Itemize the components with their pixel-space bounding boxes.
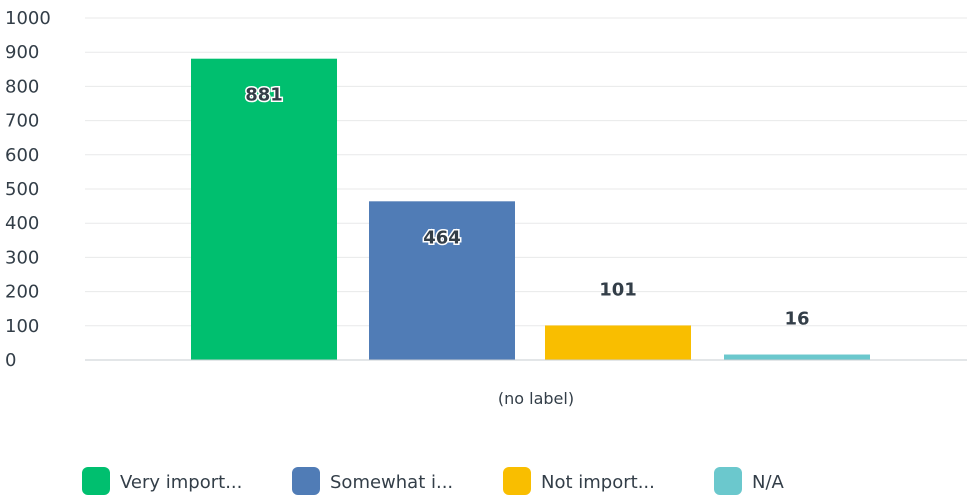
data-label: 881 xyxy=(245,85,283,106)
y-tick-label: 800 xyxy=(5,76,39,97)
legend-label: Very import... xyxy=(120,472,242,493)
y-tick-label: 0 xyxy=(5,350,16,371)
legend-label: Somewhat i... xyxy=(330,472,453,493)
y-axis-ticks: 0 100 200 300 400 500 600 700 800 900 1000 xyxy=(5,8,51,371)
y-tick-label: 700 xyxy=(5,111,39,132)
legend: Very import... Somewhat i... Not import...… xyxy=(82,467,785,495)
y-tick-label: 300 xyxy=(5,247,39,268)
y-tick-label: 900 xyxy=(5,42,39,63)
data-label: 464 xyxy=(423,227,461,248)
data-labels: 881 464 101 16 xyxy=(244,83,810,330)
bars xyxy=(191,58,870,360)
legend-swatch xyxy=(714,467,742,495)
data-label: 101 xyxy=(599,279,637,300)
x-category-label: (no label) xyxy=(498,389,574,408)
bar xyxy=(369,201,515,360)
legend-swatch xyxy=(503,467,531,495)
y-tick-label: 500 xyxy=(5,179,39,200)
legend-swatch xyxy=(292,467,320,495)
bar xyxy=(191,58,337,360)
bar xyxy=(545,325,691,360)
y-tick-label: 1000 xyxy=(5,8,51,29)
data-label: 16 xyxy=(784,309,809,330)
y-tick-label: 200 xyxy=(5,282,39,303)
y-tick-label: 600 xyxy=(5,145,39,166)
y-tick-label: 400 xyxy=(5,213,39,234)
y-tick-label: 100 xyxy=(5,316,39,337)
legend-label: Not import... xyxy=(541,472,655,493)
legend-label: N/A xyxy=(752,472,785,493)
bar xyxy=(724,354,870,360)
legend-swatch xyxy=(82,467,110,495)
